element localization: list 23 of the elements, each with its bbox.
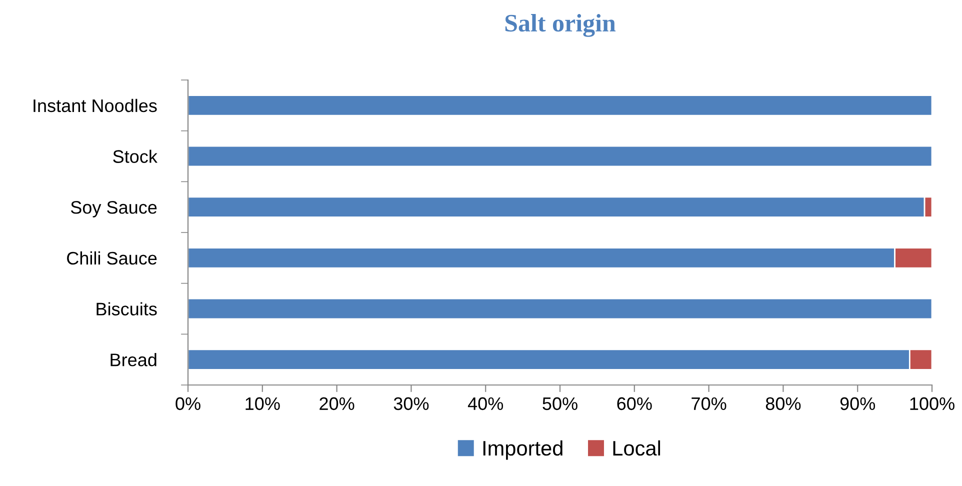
y-tick-label: Stock xyxy=(113,150,158,163)
x-tick-label: 80% xyxy=(766,397,801,410)
y-tick-label: Bread xyxy=(110,353,156,366)
x-tick-label: 70% xyxy=(692,397,726,410)
x-tick-label: 10% xyxy=(246,397,280,410)
y-tick-label: Soy Sauce xyxy=(70,201,157,218)
bar xyxy=(188,94,932,116)
bar xyxy=(188,145,932,168)
chart-title: Salt origin xyxy=(505,14,616,37)
y-tick-label: Chili Sauce xyxy=(67,251,157,265)
x-tick-label: 100% xyxy=(910,397,954,410)
legend-label: Imported xyxy=(483,440,562,460)
x-tick-label: 40% xyxy=(468,397,504,410)
legend-label: Local xyxy=(613,440,660,456)
x-tick-label: 20% xyxy=(320,397,354,410)
x-tick-label: 0% xyxy=(176,397,200,410)
y-tick-label: Instant Noodles xyxy=(34,98,157,112)
x-tick-label: 60% xyxy=(617,397,652,410)
x-tick-label: 30% xyxy=(394,397,429,410)
x-tick-label: 50% xyxy=(542,397,578,410)
x-tick-label: 90% xyxy=(840,397,876,410)
y-tick-label: Biscuits xyxy=(96,302,157,316)
bar xyxy=(188,298,932,320)
